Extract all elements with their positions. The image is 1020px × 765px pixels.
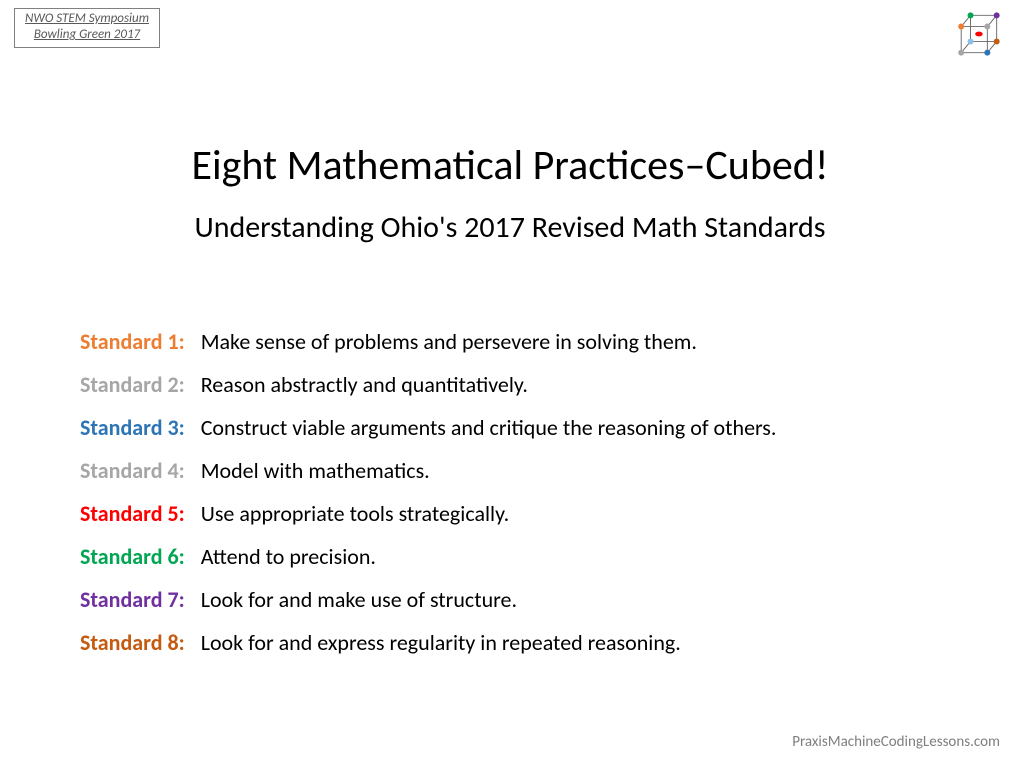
page-title: Eight Mathematical Practices–Cubed! <box>0 140 1020 191</box>
corner-line2: Bowling Green 2017 <box>25 27 149 43</box>
standard-label: Standard 5: <box>80 500 201 543</box>
standard-label: Standard 7: <box>80 586 201 629</box>
standard-text: Look for and express regularity in repea… <box>201 629 777 672</box>
standard-label: Standard 4: <box>80 457 201 500</box>
standard-label: Standard 6: <box>80 543 201 586</box>
footer-credit: PraxisMachineCodingLessons.com <box>792 733 1000 751</box>
standard-text: Construct viable arguments and critique … <box>201 414 777 457</box>
standard-row: Standard 1:Make sense of problems and pe… <box>80 328 776 371</box>
standard-row: Standard 4:Model with mathematics. <box>80 457 776 500</box>
standard-text: Reason abstractly and quantitatively. <box>201 371 777 414</box>
standard-label: Standard 3: <box>80 414 201 457</box>
standards-list: Standard 1:Make sense of problems and pe… <box>80 328 940 672</box>
standard-row: Standard 7:Look for and make use of stru… <box>80 586 776 629</box>
standard-row: Standard 3:Construct viable arguments an… <box>80 414 776 457</box>
standard-label: Standard 8: <box>80 629 201 672</box>
cube-icon <box>950 6 1006 62</box>
page-subtitle: Understanding Ohio's 2017 Revised Math S… <box>0 209 1020 246</box>
standard-row: Standard 8:Look for and express regulari… <box>80 629 776 672</box>
standard-row: Standard 2:Reason abstractly and quantit… <box>80 371 776 414</box>
standard-label: Standard 1: <box>80 328 201 371</box>
standard-text: Model with mathematics. <box>201 457 777 500</box>
standard-row: Standard 6:Attend to precision. <box>80 543 776 586</box>
standard-text: Make sense of problems and persevere in … <box>201 328 777 371</box>
title-block: Eight Mathematical Practices–Cubed! Unde… <box>0 140 1020 246</box>
standard-row: Standard 5:Use appropriate tools strateg… <box>80 500 776 543</box>
corner-badge: NWO STEM Symposium Bowling Green 2017 <box>14 8 160 48</box>
standard-text: Attend to precision. <box>201 543 777 586</box>
standard-label: Standard 2: <box>80 371 201 414</box>
standard-text: Use appropriate tools strategically. <box>201 500 777 543</box>
corner-line1: NWO STEM Symposium <box>25 11 149 27</box>
standard-text: Look for and make use of structure. <box>201 586 777 629</box>
